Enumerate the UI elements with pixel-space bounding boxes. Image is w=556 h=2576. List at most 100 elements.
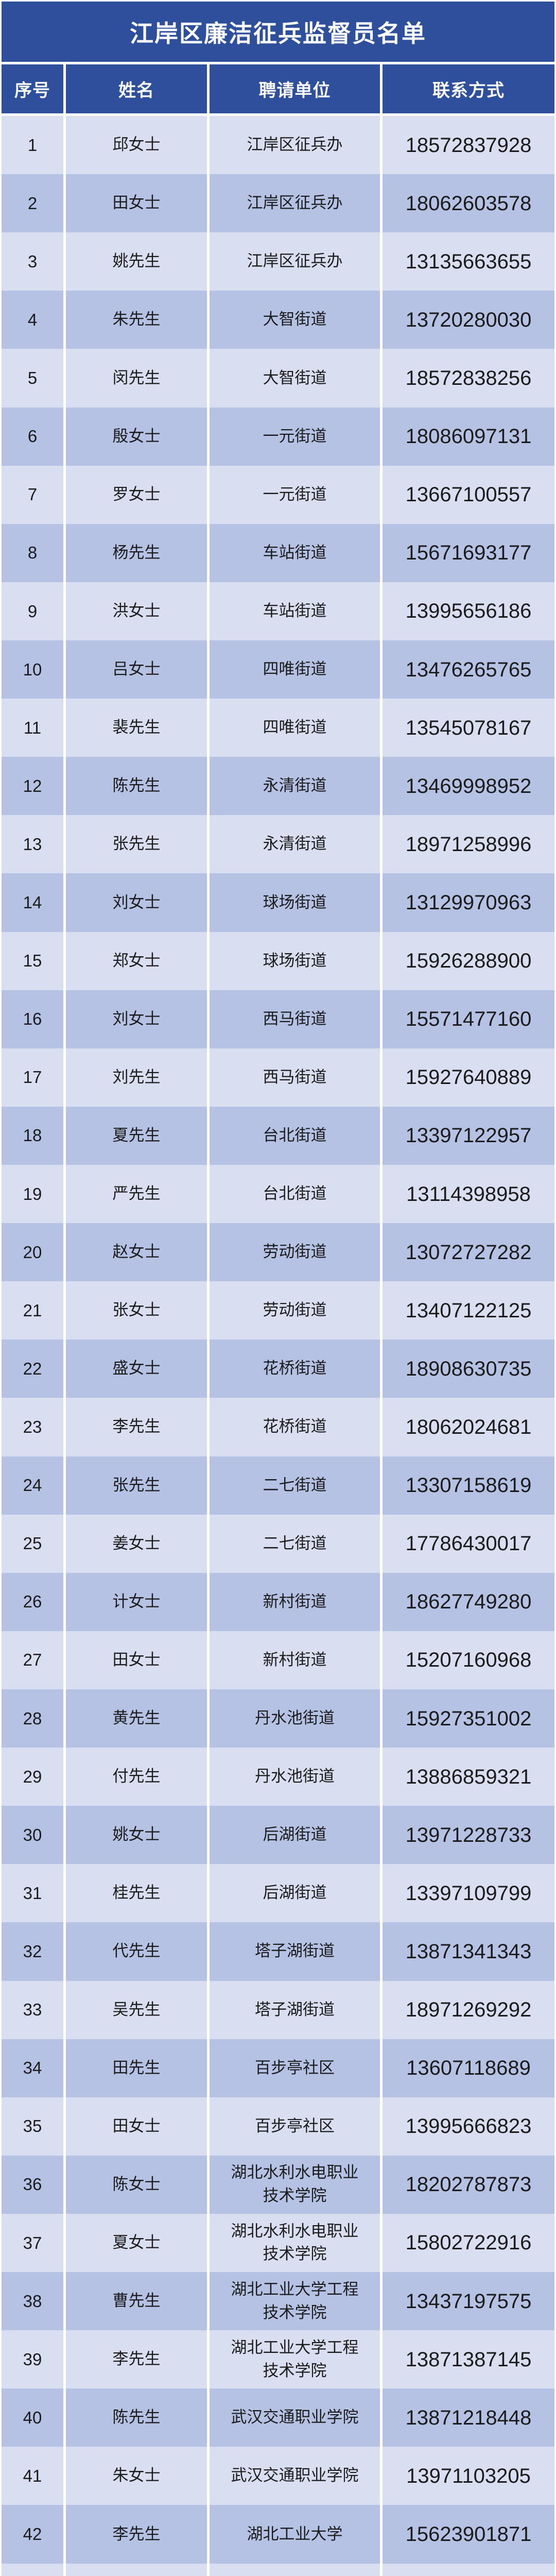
table-row: 3 姚先生 江岸区征兵办 13135663655 [2,232,554,291]
cell-phone: 13397109799 [383,1864,554,1923]
cell-no: 43 [2,2563,63,2576]
cell-unit: 湖北水利水电职业 技术学院 [210,2213,380,2273]
cell-unit: 湖北工业大学 [210,2563,380,2576]
column-header-unit: 聘请单位 [210,64,380,113]
table-row: 42 李先生 湖北工业大学 15623901871 [2,2505,554,2564]
table-row: 11 裴先生 四唯街道 13545078167 [2,699,554,757]
cell-name: 计女士 [66,1572,207,1631]
table-row: 32 代先生 塔子湖街道 13871341343 [2,1922,554,1981]
cell-unit: 劳动街道 [210,1223,380,1282]
table-row: 22 盛女士 花桥街道 18908630735 [2,1340,554,1398]
cell-phone: 13871387145 [383,2330,554,2389]
cell-unit: 台北街道 [210,1164,380,1224]
cell-name: 杨先生 [66,523,207,582]
table-row: 28 黄先生 丹水池街道 15927351002 [2,1689,554,1748]
cell-name: 姚女士 [66,1806,207,1865]
cell-phone: 13469998952 [383,757,554,816]
cell-name: 田女士 [66,174,207,233]
cell-name: 吕女士 [66,640,207,699]
table-row: 30 姚女士 后湖街道 13971228733 [2,1806,554,1865]
cell-name: 吴先生 [66,1980,207,2039]
cell-name: 洪女士 [66,582,207,640]
column-header-phone: 联系方式 [383,64,554,113]
cell-name: 裴先生 [66,699,207,757]
cell-no: 16 [2,990,63,1048]
table-row: 31 桂先生 后湖街道 13397109799 [2,1864,554,1923]
cell-name: 姚先生 [66,232,207,291]
table-row: 5 闵先生 大智街道 18572838256 [2,349,554,408]
cell-phone: 18908630735 [383,1340,554,1398]
cell-phone: 18062603578 [383,174,554,233]
table-row: 1 邱女士 江岸区征兵办 18572837928 [2,116,554,175]
supervisor-table-body: 1 邱女士 江岸区征兵办 18572837928 2 田女士 江岸区征兵办 180626035… [2,116,554,2576]
cell-no: 13 [2,815,63,874]
cell-name: 田先生 [66,2039,207,2097]
cell-name: 代先生 [66,1922,207,1981]
cell-unit: 二七街道 [210,1456,380,1515]
cell-no: 34 [2,2039,63,2097]
cell-name: 田女士 [66,2097,207,2156]
table-row: 13 张先生 永清街道 18971258996 [2,815,554,874]
cell-unit: 新村街道 [210,1572,380,1631]
cell-unit: 一元街道 [210,465,380,524]
cell-name: 严先生 [66,1164,207,1224]
column-header-name: 姓名 [66,64,207,113]
cell-name: 夏女士 [66,2213,207,2273]
cell-no: 18 [2,1106,63,1165]
table-row: 6 殷女士 一元街道 18086097131 [2,407,554,466]
cell-no: 7 [2,465,63,524]
cell-no: 38 [2,2272,63,2331]
cell-no: 10 [2,640,63,699]
table-row: 34 田先生 百步亭社区 13607118689 [2,2039,554,2097]
table-row: 7 罗女士 一元街道 13667100557 [2,465,554,524]
table-row: 10 吕女士 四唯街道 13476265765 [2,640,554,699]
cell-phone: 15571477160 [383,990,554,1048]
title-bar: 江岸区廉洁征兵监督员名单 [2,2,554,62]
table-header-row: 序号 姓名 聘请单位 联系方式 [2,64,554,113]
cell-no: 11 [2,699,63,757]
cell-unit: 台北街道 [210,1106,380,1165]
cell-name: 刘女士 [66,990,207,1048]
cell-unit: 江岸区征兵办 [210,232,380,291]
table-row: 25 姜女士 二七街道 17786430017 [2,1514,554,1573]
cell-unit: 大智街道 [210,349,380,408]
cell-name: 邱女士 [66,116,207,175]
cell-phone: 13135663655 [383,232,554,291]
cell-phone: 15623901871 [383,2505,554,2564]
cell-unit: 湖北工业大学工程 技术学院 [210,2272,380,2331]
table-row: 20 赵女士 劳动街道 13072727282 [2,1223,554,1282]
cell-no: 42 [2,2505,63,2564]
cell-name: 殷女士 [66,407,207,466]
table-row: 18 夏先生 台北街道 13397122957 [2,1106,554,1165]
cell-unit: 花桥街道 [210,1398,380,1456]
cell-unit: 球场街道 [210,873,380,932]
cell-unit: 永清街道 [210,815,380,874]
cell-no: 23 [2,1398,63,1456]
cell-phone: 15671693177 [383,523,554,582]
cell-phone: 13971228733 [383,1806,554,1865]
cell-no: 29 [2,1748,63,1806]
cell-unit: 江岸区征兵办 [210,174,380,233]
cell-unit: 西马街道 [210,1048,380,1107]
table-row: 35 田女士 百步亭社区 13995666823 [2,2097,554,2156]
cell-no: 9 [2,582,63,640]
cell-phone: 13407122125 [383,1281,554,1340]
cell-no: 36 [2,2155,63,2214]
cell-name: 姜女士 [66,1514,207,1573]
cell-name: 赵女士 [66,1223,207,1282]
cell-unit: 丹水池街道 [210,1748,380,1806]
cell-name: 付先生 [66,1748,207,1806]
cell-phone: 13607118689 [383,2039,554,2097]
cell-phone: 18572837928 [383,116,554,175]
table-row: 16 刘女士 西马街道 15571477160 [2,990,554,1048]
cell-unit: 球场街道 [210,931,380,990]
cell-unit: 车站街道 [210,582,380,640]
cell-no: 30 [2,1806,63,1865]
table-row: 23 李先生 花桥街道 18062024681 [2,1398,554,1456]
cell-phone: 17786430017 [383,1514,554,1573]
cell-phone: 13072727282 [383,1223,554,1282]
cell-no: 35 [2,2097,63,2156]
cell-no: 4 [2,291,63,349]
cell-no: 22 [2,1340,63,1398]
